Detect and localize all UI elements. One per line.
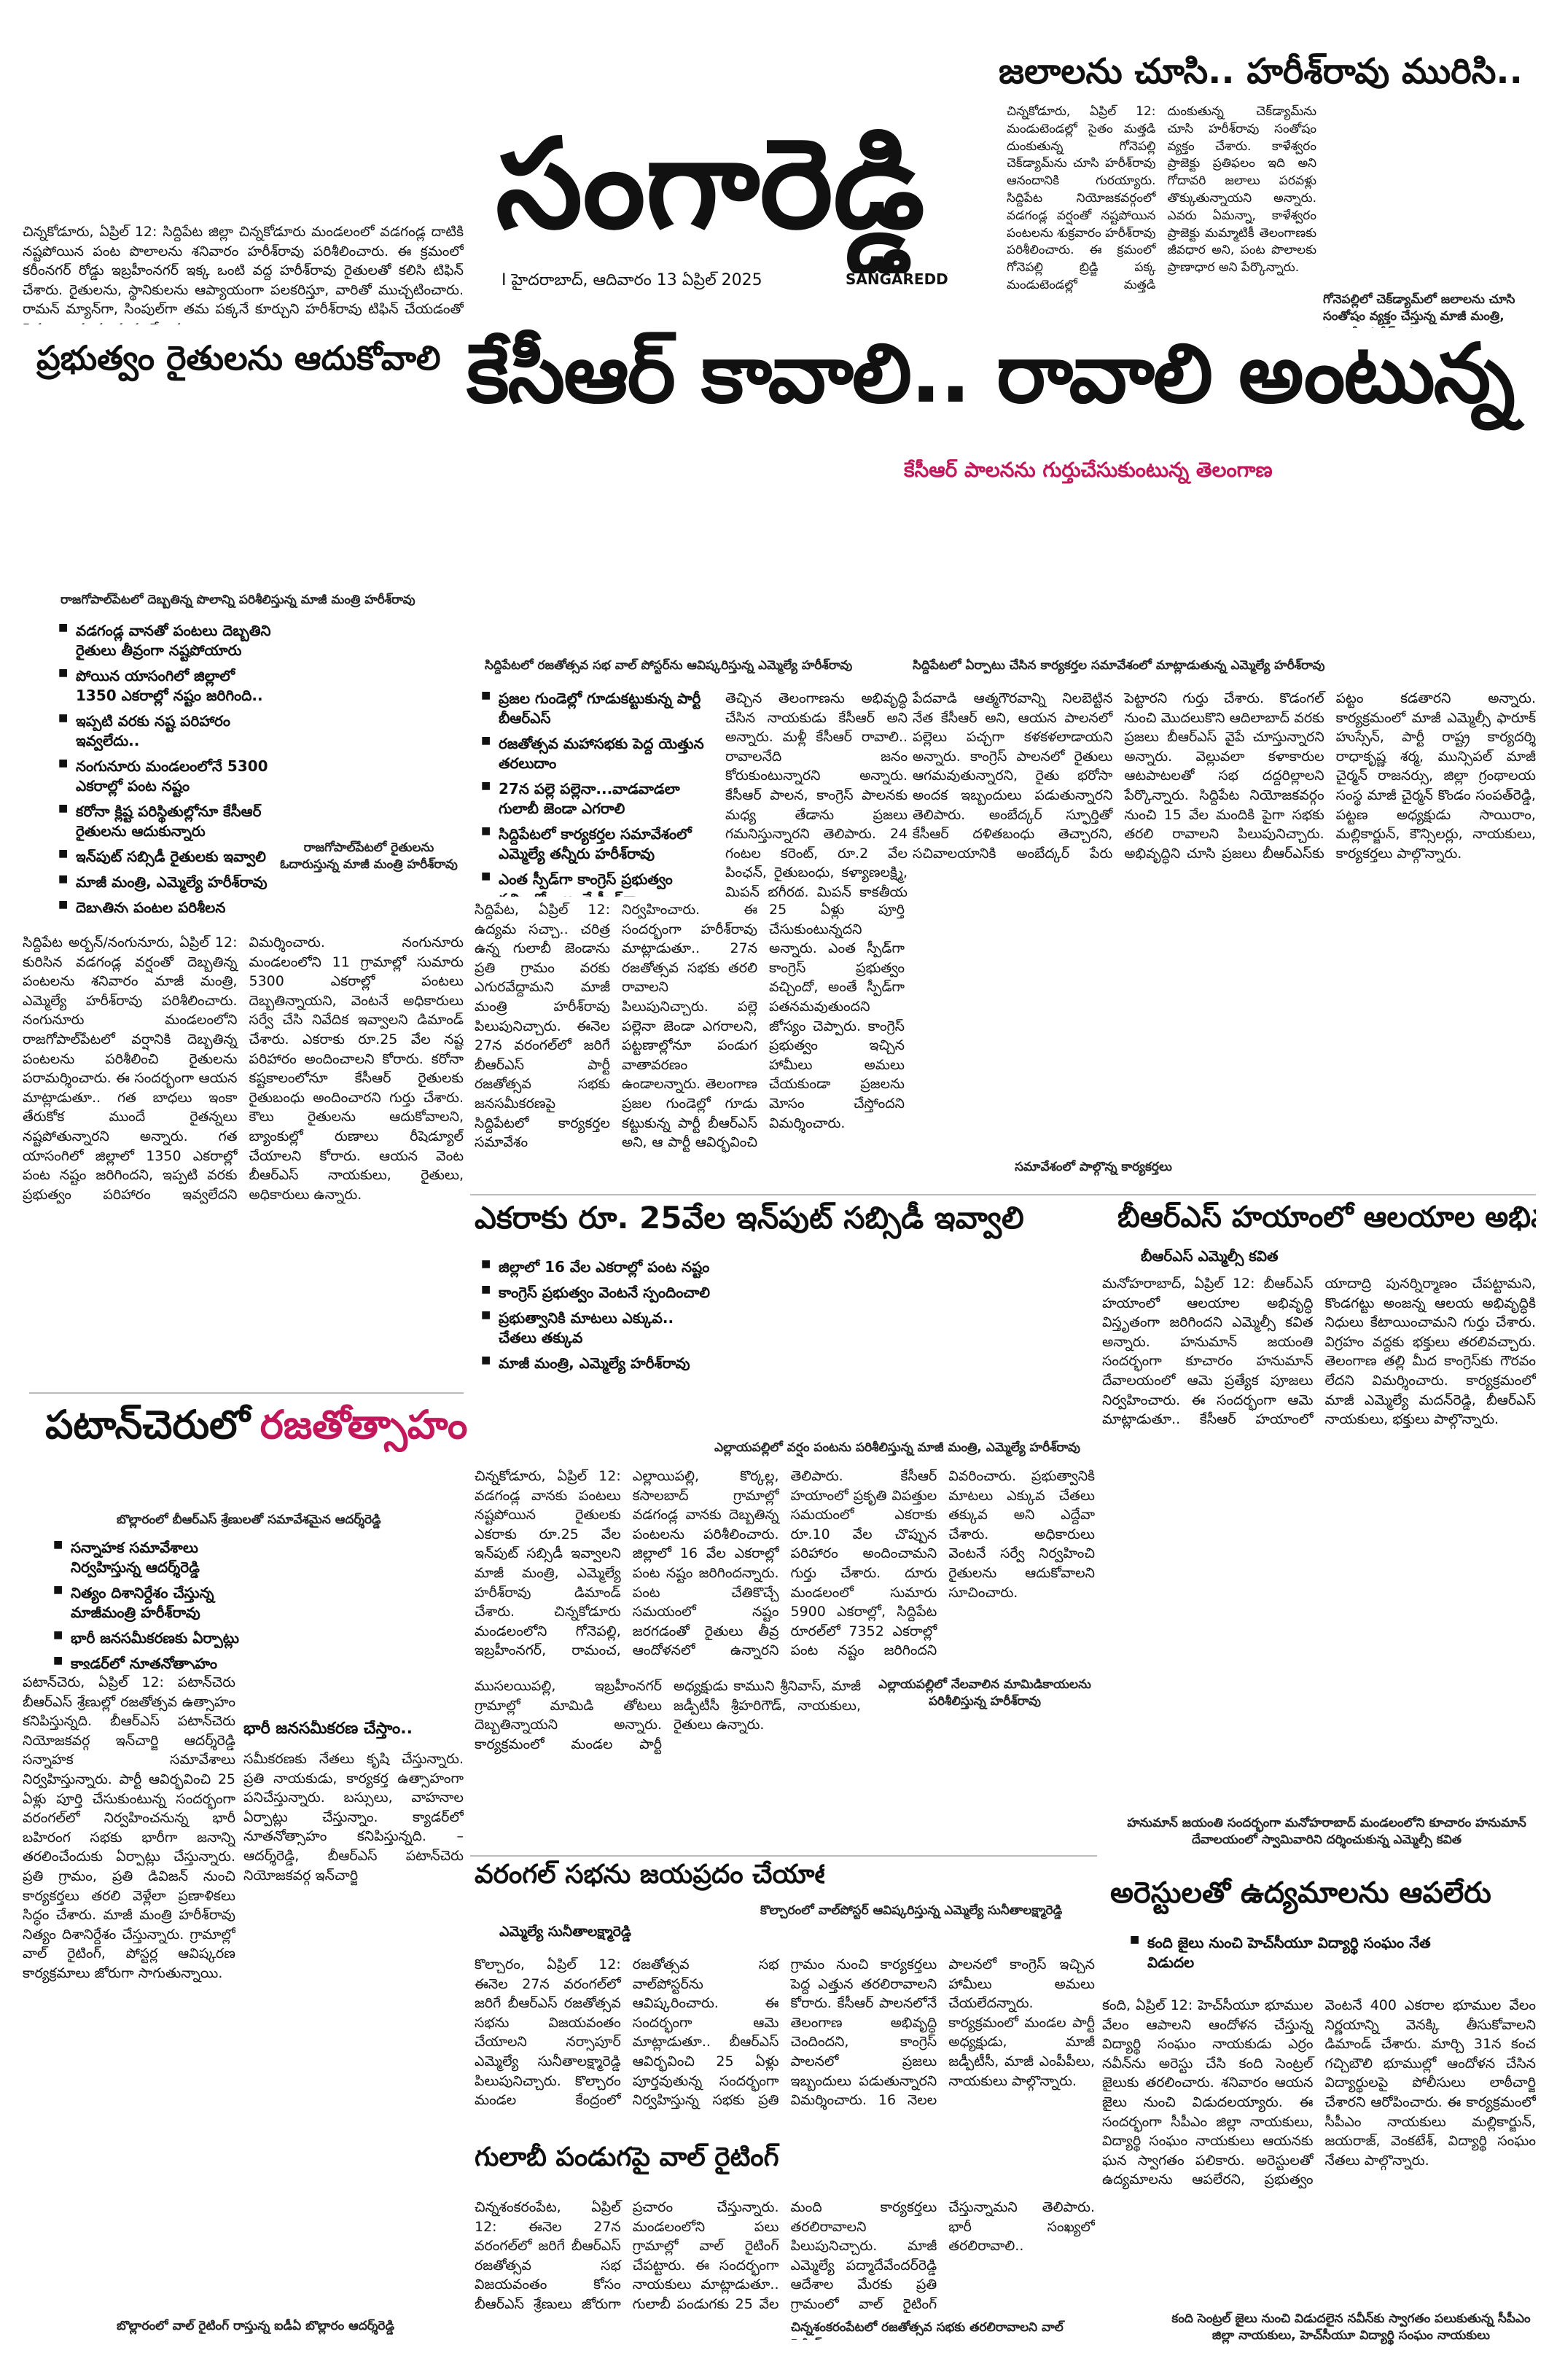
bullet-item: కంది జైలు నుంచి హెచ్‌సీయూ విద్యార్థి సంఘ… [1130,1933,1451,1973]
article-body: కంది, ఏప్రిల్ 12: హెచ్‌సీయూ భూముల వేలం ఆ… [1102,1997,1536,2188]
bullet-item: 27న పల్లె పల్లెనా...వాడవాడలా గులాబీ జెండ… [481,779,722,819]
bullet-item: నిత్యం దిశానిర్దేశం చేస్తున్న మాజీమంత్రి… [53,1583,272,1623]
byline: ఎమ్మెల్యే సునీతాలక్ష్మారెడ్డి [499,1924,631,1940]
bullet-item: సన్నాహక సమావేశాలు నిర్వహిస్తున్న ఆదర్శ్‌… [53,1538,272,1577]
bullet-item: ఎంత స్పీడ్‌గా కాంగ్రెస్ ప్రభుత్వం వచ్చిం… [481,870,722,897]
headline: వరంగల్ సభను జయప్రదం చేయాలి [475,1860,824,1889]
bullet-list: వడగండ్ల వానతో పంటలు దెబ్బతిని రైతులు తీవ… [58,621,277,913]
photo-caption: హనుమాన్ జయంతి సందర్భంగా మనోహరాబాద్ మండలం… [1127,1816,1526,1847]
photo-caption: ఎల్లాయపల్లిలో నేలవాలిన మామిడికాయలను పరిశ… [878,1677,1091,1709]
bullet-item: రజతోత్సవ మహాసభకు పెద్ద యెత్తున తరలుదాం [481,734,722,773]
bullet-item: ఇప్పటి వరకు నష్ట పరిహారం ఇవ్వలేదు.. [58,711,277,751]
headline: ఎకరాకు రూ. 25వేల ఇన్‌పుట్ సబ్సిడీ ఇవ్వాల… [475,1201,1024,1236]
edition-line: I హైదరాబాద్, ఆదివారం 13 ఏప్రిల్ 2025 [502,271,762,289]
article-body: కొల్చారం, ఏప్రిల్ 12: ఈనెల 27న వరంగల్‌లో… [475,1956,1095,2109]
bullet-item: ఇన్‌పుట్ సబ్సిడీ రైతులకు ఇవ్వాలి [58,847,277,867]
bullet-item: వడగండ్ల వానతో పంటలు దెబ్బతిని రైతులు తీవ… [58,621,277,660]
english-name: SANGAREDDY [846,271,948,288]
bullet-item: మాజీ మంత్రి, ఎమ్మెల్యే హరీశ్‌రావు [481,1354,714,1373]
subhead: భారీ జనసమీకరణ చేస్తాం.. [243,1720,413,1738]
bullet-item: నంగునూరు మండలంలోనే 5300 ఎకరాల్లో పంట నష్… [58,757,277,796]
article-body: పటాన్‌చెరు, ఏప్రిల్ 12: పటాన్‌చెరు బీఆర్… [23,1674,235,1981]
article-body: చిన్నశంకరంపేట, ఏప్రిల్ 12: ఈనెల 27న వరంగ… [475,2199,1095,2312]
photo-caption: సిద్దిపేటలో రజతోత్సవ సభ వాల్ పోస్టర్‌ను … [485,658,853,673]
bullet-item: సిద్దిపేటలో కార్యకర్తల సమావేశంలో ఎమ్మెల్… [481,824,722,864]
article-body: చిన్నకోడూరు, ఏప్రిల్ 12: మండుటెండల్లో సై… [1007,104,1316,292]
photo-caption: రాజగోపాల్‌పేటలో దెబ్బతిన్న పొలాన్ని పరిశ… [61,593,415,607]
headline: పటాన్‌చెరులో రజతోత్సాహం [45,1403,468,1465]
article-body: చిన్నకోడూరు, ఏప్రిల్ 12: సిద్దిపేట జిల్ల… [23,224,464,324]
photo-caption: కంది సెంట్రల్ జైలు నుంచి విడుదలైన నవీన్‌… [1171,2311,1531,2343]
bullet-item: ప్రభుత్వానికి మాటలు ఎక్కువ.. చేతలు తక్కు… [481,1308,714,1348]
bullet-item: భారీ జనసమీకరణకు ఏర్పాట్లు [53,1628,272,1648]
bullet-item: మాజీ మంత్రి, ఎమ్మెల్యే హరీశ్‌రావు [58,873,277,892]
rule [470,1855,1097,1857]
photo-caption: సిద్దిపేటలో ఏర్పాటు చేసిన కార్యకర్తల సమా… [913,658,1325,673]
article-body: సిద్దిపేట, ఏప్రిల్ 12: ఉద్యమ సచ్చా.. చరి… [475,902,905,1151]
photo-caption: సమావేశంలో పాల్గొన్న కార్యకర్తలు [1015,1160,1172,1174]
bullet-list: ప్రజల గుండెల్లో గూడుకట్టుకున్న పార్టీ బీ… [481,689,722,897]
article-body: పేదవాడి ఆత్మగౌరవాన్ని నిలబెట్టిన నేత కేస… [913,690,1536,862]
headline: అరెస్టులతో ఉద్యమాలను ఆపలేరు [1110,1877,1491,1910]
bullet-item: క్యాడర్‌లో నూతనోత్సాహం [53,1654,272,1669]
headline: గులాబీ పండుగపై వాల్ రైటింగ్ [475,2143,779,2172]
photo-caption: బొల్లారంలో వాల్ రైటింగ్ రాస్తున్న ఐడీఏ బ… [117,2319,395,2333]
headline-part: రజతోత్సాహం [260,1403,468,1448]
bullet-list: జిల్లాలో 16 వేల ఎకరాల్లో పంట నష్టం కాంగ్ర… [481,1257,714,1421]
bullet-item: కరోనా క్లిష్ట పరిస్థితుల్లోనూ కేసీఆర్ రై… [58,802,277,841]
rule [29,1392,464,1394]
headline: జలాలను చూసి.. హరీశ్‌రావు మురిసి.. [999,52,1523,92]
photo-caption: రాజగోపాల్‌పేటలో రైతులను ఓదారుస్తున్న మాజ… [280,840,458,872]
subhead: కేసీఆర్ పాలనను గుర్తుచేసుకుంటున్న తెలంగా… [904,459,1273,482]
rule [470,1194,1536,1195]
bullet-item: జిల్లాలో 16 వేల ఎకరాల్లో పంట నష్టం [481,1257,714,1277]
headline: బీఆర్ఎస్ హయాంలో ఆలయాల అభివృద్ధి [1117,1201,1536,1234]
article-body: మనోహరాబాద్, ఏప్రిల్ 12: బీఆర్ఎస్ హయాంలో … [1102,1276,1536,1428]
photo-caption: చిన్నశంకరంపేటలో రజతోత్సవ సభకు తరలిరావాలన… [791,2320,1064,2340]
bullet-list: కంది జైలు నుంచి హెచ్‌సీయూ విద్యార్థి సంఘ… [1130,1933,1451,1991]
masthead: సంగారెడ్డి [496,117,925,257]
photo-caption: బొల్లారంలో బీఆర్ఎస్ శ్రేణులతో సమావేశమైన … [117,1513,381,1527]
bullet-list: సన్నాహక సమావేశాలు నిర్వహిస్తున్న ఆదర్శ్‌… [53,1538,272,1669]
article-body: సమీకరణకు నేతలు కృషి చేస్తున్నారు. ప్రతి … [243,1751,464,1884]
photo-caption: ఎల్లాయపల్లిలో వర్షం పంటను పరిశీలిస్తున్న… [714,1440,1080,1455]
article-body: చిన్నకోడూరు, ఏప్రిల్ 12: వడగండ్ల వానకు ప… [475,1468,1095,1659]
byline: బీఆర్ఎస్ ఎమ్మెల్సీ కవిత [1141,1248,1279,1265]
headline: ప్రభుత్వం రైతులను ఆదుకోవాలి [36,340,441,378]
article-body: ముసలయిపల్లి, ఇబ్రహీంనగర్ గ్రామాల్లో మామి… [475,1678,861,1752]
bullet-item: దెబ్బతిన్న పంటల పరిశీలన [58,898,277,913]
photo-caption: కొల్చారంలో వాల్‌పోస్టర్ ఆవిష్కరిస్తున్న … [760,1903,1063,1918]
photo-caption: గోనెపల్లిలో చెక్‌డ్యామ్‌లో జలాలను చూసి స… [1323,292,1515,328]
main-headline: కేసీఆర్ కావాలి.. రావాలి అంటున్న జనం [467,329,1538,421]
bullet-item: కాంగ్రెస్ ప్రభుత్వం వెంటనే స్పందించాలి [481,1283,714,1303]
headline-part: పటాన్‌చెరులో [45,1403,250,1448]
article-body: సిద్దిపేట అర్బన్/నంగునూరు, ఏప్రిల్ 12: క… [23,935,464,1203]
bullet-item: పోయిన యాసంగిలో జిల్లాలో 1350 ఎకరాల్లో నష… [58,666,277,706]
article-body: తెచ్చిన తెలంగాణను అభివృద్ధి చేసిన నాయకుడ… [725,690,908,897]
bullet-item: ప్రజల గుండెల్లో గూడుకట్టుకున్న పార్టీ బీ… [481,689,722,728]
